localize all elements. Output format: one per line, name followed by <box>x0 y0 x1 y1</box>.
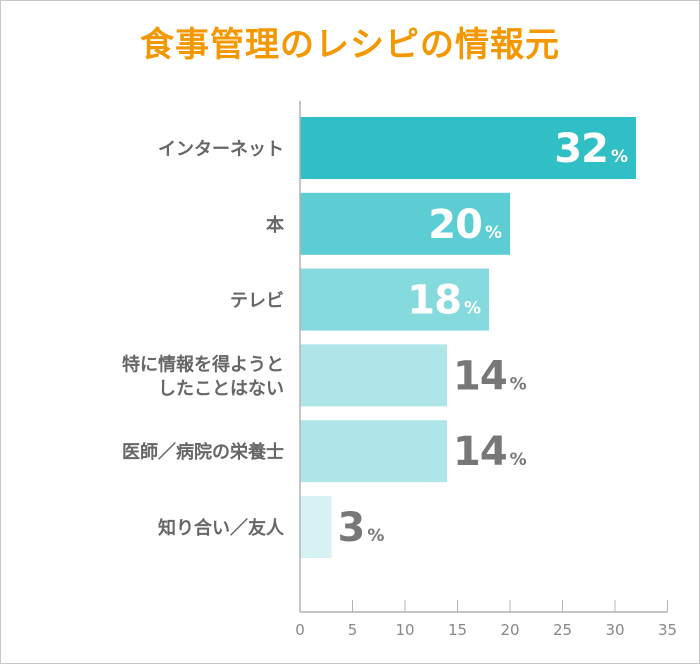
x-tick-label: 25 <box>553 621 572 639</box>
chart-title: 食事管理のレシピの情報元 <box>140 25 560 65</box>
x-tick-label: 5 <box>348 621 358 639</box>
x-tick-label: 30 <box>605 621 624 639</box>
x-tick-label: 20 <box>500 621 519 639</box>
bar <box>300 496 332 558</box>
bar <box>300 344 447 407</box>
data-label: 20% <box>428 202 502 248</box>
bar <box>300 192 510 255</box>
category-label: 知り合い／友人 <box>158 517 285 539</box>
data-label: 18% <box>407 278 481 324</box>
bar <box>300 117 636 179</box>
data-label: 14% <box>453 353 527 399</box>
x-tick-label: 15 <box>448 621 467 639</box>
category-label: 特に情報を得ようと <box>122 353 284 375</box>
x-tick-label: 35 <box>658 621 677 639</box>
category-label: インターネット <box>158 139 284 160</box>
category-label: したことはない <box>158 378 284 399</box>
category-label: 本 <box>266 214 284 236</box>
data-label: 14% <box>453 429 527 475</box>
data-label: 32% <box>554 126 628 172</box>
x-tick-label: 0 <box>295 621 305 639</box>
category-label: テレビ <box>230 291 284 312</box>
category-label: 医師／病院の栄養士 <box>122 441 284 463</box>
bar <box>300 268 489 331</box>
bar <box>300 420 447 483</box>
x-tick-label: 10 <box>395 621 414 639</box>
data-label: 3% <box>338 505 385 551</box>
